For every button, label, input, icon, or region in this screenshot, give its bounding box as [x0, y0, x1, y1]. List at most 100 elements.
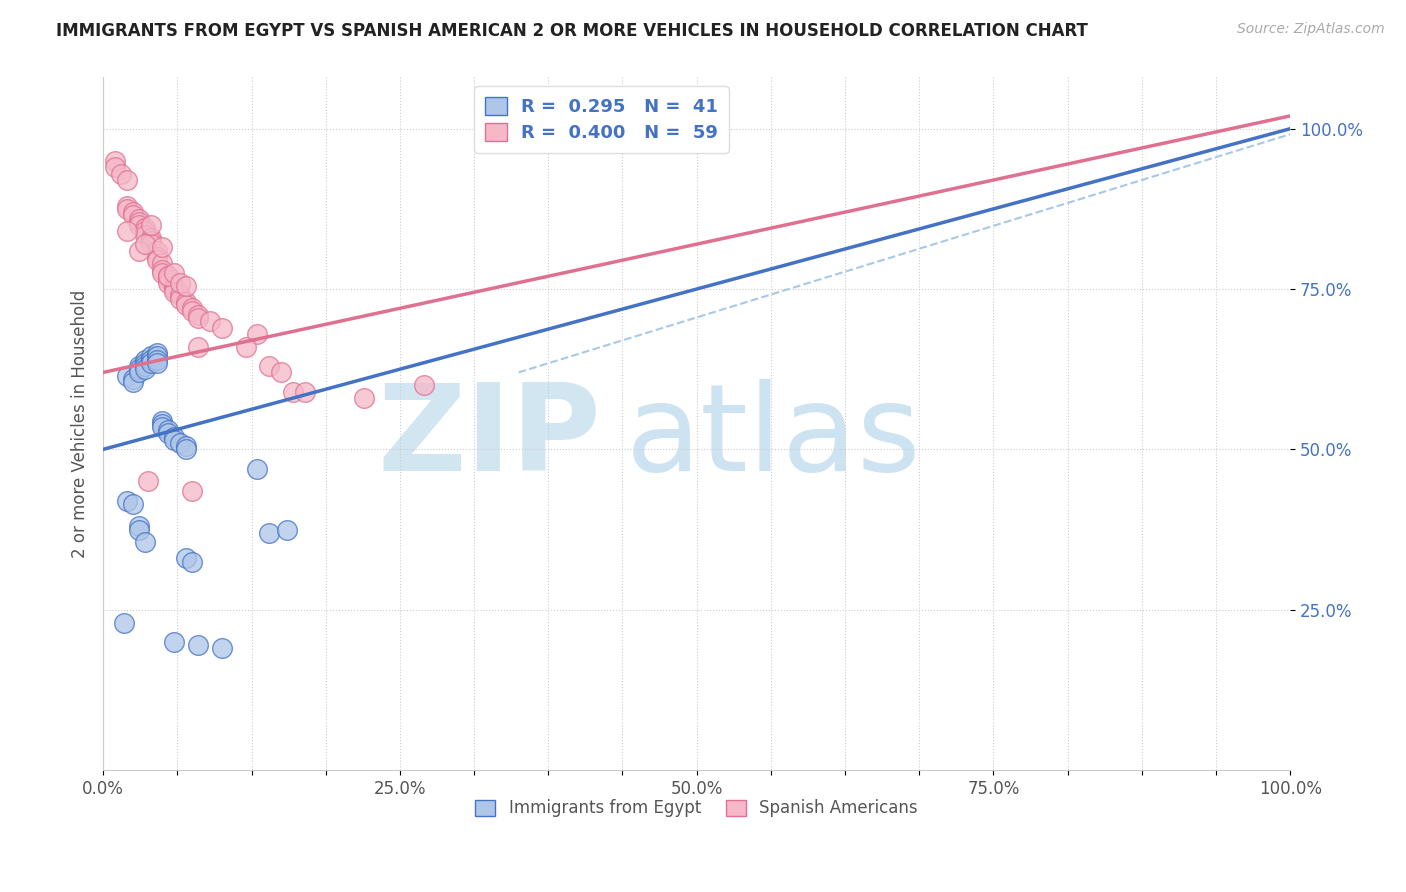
Point	[145, 250, 167, 264]
Point	[121, 375, 143, 389]
Point	[128, 359, 150, 373]
Point	[163, 266, 186, 280]
Point	[139, 218, 162, 232]
Point	[187, 340, 209, 354]
Point	[211, 320, 233, 334]
Point	[174, 298, 197, 312]
Point	[276, 523, 298, 537]
Point	[134, 227, 156, 242]
Point	[259, 525, 281, 540]
Point	[281, 384, 304, 399]
Point	[128, 366, 150, 380]
Point	[181, 304, 204, 318]
Point	[163, 433, 186, 447]
Point	[169, 292, 191, 306]
Point	[211, 641, 233, 656]
Point	[169, 276, 191, 290]
Y-axis label: 2 or more Vehicles in Household: 2 or more Vehicles in Household	[72, 290, 89, 558]
Point	[115, 202, 138, 216]
Point	[169, 288, 191, 302]
Point	[134, 356, 156, 370]
Point	[134, 535, 156, 549]
Point	[139, 350, 162, 364]
Point	[134, 224, 156, 238]
Legend: Immigrants from Egypt, Spanish Americans: Immigrants from Egypt, Spanish Americans	[468, 793, 925, 824]
Point	[235, 340, 257, 354]
Point	[187, 310, 209, 325]
Point	[136, 475, 159, 489]
Point	[174, 442, 197, 457]
Point	[187, 308, 209, 322]
Point	[157, 269, 180, 284]
Point	[128, 244, 150, 258]
Point	[246, 461, 269, 475]
Point	[128, 218, 150, 232]
Point	[128, 519, 150, 533]
Point	[134, 237, 156, 252]
Point	[145, 352, 167, 367]
Point	[139, 352, 162, 367]
Point	[169, 436, 191, 450]
Point	[128, 523, 150, 537]
Point	[121, 208, 143, 222]
Point	[294, 384, 316, 399]
Point	[163, 285, 186, 300]
Point	[104, 160, 127, 174]
Point	[145, 253, 167, 268]
Point	[181, 484, 204, 499]
Point	[163, 282, 186, 296]
Text: atlas: atlas	[626, 379, 921, 496]
Point	[174, 439, 197, 453]
Point	[187, 638, 209, 652]
Point	[134, 221, 156, 235]
Text: ZIP: ZIP	[378, 379, 602, 496]
Point	[134, 352, 156, 367]
Point	[270, 366, 292, 380]
Point	[157, 269, 180, 284]
Point	[163, 429, 186, 443]
Point	[152, 266, 174, 280]
Point	[174, 278, 197, 293]
Point	[174, 294, 197, 309]
Point	[152, 262, 174, 277]
Point	[181, 301, 204, 316]
Point	[152, 240, 174, 254]
Point	[353, 391, 375, 405]
Point	[152, 417, 174, 431]
Point	[174, 551, 197, 566]
Point	[181, 555, 204, 569]
Point	[157, 423, 180, 437]
Point	[157, 426, 180, 441]
Point	[139, 237, 162, 252]
Point	[412, 378, 434, 392]
Point	[152, 256, 174, 270]
Point	[121, 497, 143, 511]
Point	[115, 493, 138, 508]
Point	[145, 356, 167, 370]
Point	[128, 215, 150, 229]
Point	[115, 173, 138, 187]
Point	[157, 272, 180, 286]
Point	[121, 205, 143, 219]
Point	[198, 314, 221, 328]
Text: Source: ZipAtlas.com: Source: ZipAtlas.com	[1237, 22, 1385, 37]
Point	[110, 167, 132, 181]
Point	[139, 231, 162, 245]
Point	[134, 362, 156, 376]
Point	[128, 362, 150, 376]
Point	[145, 244, 167, 258]
Point	[114, 615, 136, 630]
Point	[139, 356, 162, 370]
Point	[121, 372, 143, 386]
Point	[152, 413, 174, 427]
Point	[163, 634, 186, 648]
Point	[145, 350, 167, 364]
Point	[115, 199, 138, 213]
Point	[163, 278, 186, 293]
Point	[104, 153, 127, 168]
Point	[128, 211, 150, 226]
Point	[246, 326, 269, 341]
Point	[115, 224, 138, 238]
Point	[152, 420, 174, 434]
Point	[134, 359, 156, 373]
